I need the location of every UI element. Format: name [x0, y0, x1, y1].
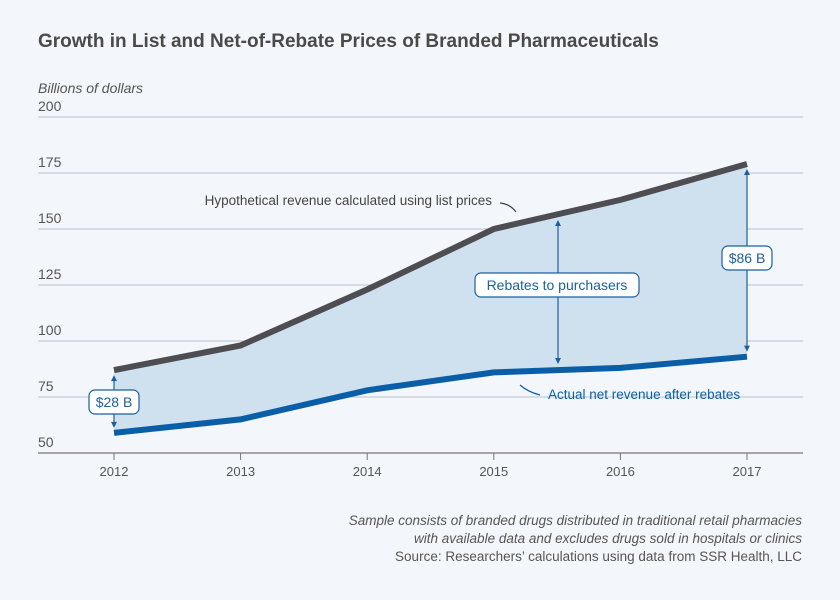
net-series-label: Actual net revenue after rebates	[548, 387, 740, 402]
gap-2017-arrow-head-up	[744, 169, 750, 176]
rebates-arrow-head-up	[555, 220, 561, 226]
y-tick-label: 200	[38, 98, 62, 114]
y-tick-label: 125	[38, 266, 62, 282]
y-tick-label: 100	[38, 322, 62, 338]
net-label-pointer	[519, 384, 541, 396]
y-tick-label: 50	[38, 434, 54, 450]
note-line-2: with available data and excludes drugs s…	[414, 531, 802, 546]
y-axis-label: Billions of dollars	[38, 80, 144, 96]
rebates-label: Rebates to purchasers	[487, 277, 628, 293]
source-text: Source: Researchers’ calculations using …	[395, 549, 802, 564]
y-tick-label: 75	[38, 378, 54, 394]
gap-2012-label-box	[88, 389, 140, 415]
gap-2012-label: $28 B	[96, 394, 133, 410]
x-tick-label: 2012	[100, 464, 129, 479]
rebate-gap-area	[114, 164, 747, 433]
rebates-label-box	[474, 272, 640, 298]
chart-title: Growth in List and Net-of-Rebate Prices …	[38, 31, 659, 52]
gap-2012-arrow-head-down	[111, 421, 117, 428]
x-tick-label: 2013	[226, 464, 255, 479]
gap-2012-arrow-head-up	[111, 375, 117, 382]
y-tick-label: 150	[38, 210, 62, 226]
list-series-label: Hypothetical revenue calculated using li…	[205, 193, 493, 208]
rebates-arrow-head-down	[555, 358, 561, 364]
note-line-1: Sample consists of branded drugs distrib…	[348, 513, 802, 528]
x-tick-label: 2015	[479, 464, 508, 479]
x-tick-label: 2014	[353, 464, 382, 479]
x-tick-label: 2017	[733, 464, 762, 479]
gap-2017-arrow-head-down	[744, 345, 750, 352]
gap-2017-label-box	[721, 245, 773, 271]
gap-2017-label: $86 B	[729, 250, 766, 266]
net-revenue-line	[113, 353, 748, 436]
y-tick-label: 175	[38, 154, 62, 170]
list-label-pointer	[499, 202, 517, 213]
x-tick-label: 2016	[606, 464, 635, 479]
chart-notes: Sample consists of branded drugs distrib…	[349, 512, 802, 566]
list-revenue-line	[113, 161, 748, 374]
